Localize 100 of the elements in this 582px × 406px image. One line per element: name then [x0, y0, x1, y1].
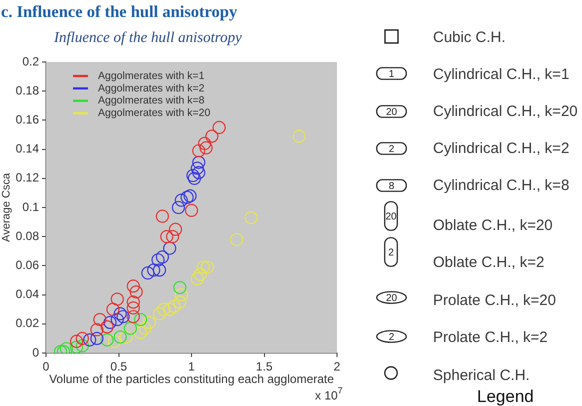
x-tick-label: 0 — [42, 360, 50, 374]
x-tick-label: 0.5 — [110, 360, 128, 374]
point — [190, 162, 204, 175]
y-tick-label: 0.1 — [22, 200, 40, 214]
point — [183, 189, 197, 202]
point — [173, 296, 186, 309]
text: Oblate C.H., k=2 — [433, 254, 544, 272]
point — [163, 302, 176, 316]
point — [126, 301, 140, 314]
point — [141, 266, 154, 280]
point — [108, 334, 121, 348]
y-axis-title: Average Csca — [0, 172, 13, 242]
point — [184, 204, 198, 217]
point — [76, 339, 89, 352]
point — [198, 136, 212, 150]
y-tick-label: 0.12 — [16, 170, 40, 185]
point — [205, 130, 218, 143]
point — [130, 285, 143, 298]
point — [114, 330, 127, 344]
point — [168, 222, 182, 236]
point — [103, 316, 117, 329]
point — [93, 312, 106, 326]
text: Cylindrical C.H., k=2 — [433, 140, 570, 158]
point — [244, 211, 258, 224]
upright-capsule-icon: 2 — [384, 237, 398, 267]
point — [157, 302, 170, 316]
point — [100, 320, 114, 334]
point — [110, 292, 124, 306]
legend-label: Aggolmerates with k=20 — [98, 107, 211, 120]
chart-title: c. Influence of the hull anisotropy — [1, 2, 238, 22]
point — [196, 260, 210, 274]
point — [100, 333, 114, 346]
point — [192, 156, 206, 169]
point — [163, 242, 176, 255]
point — [60, 342, 73, 353]
point — [147, 264, 160, 277]
point — [76, 332, 89, 345]
point — [174, 194, 188, 207]
y-tick-label: 0 — [32, 345, 40, 360]
y-tick-label: 0.04 — [16, 287, 40, 302]
legend-label: Aggolmerates with k=1 — [98, 70, 205, 82]
point — [151, 253, 165, 266]
point — [172, 200, 185, 214]
legend-label: Aggolmerates with k=8 — [98, 94, 205, 107]
point — [116, 310, 130, 324]
point — [192, 166, 206, 180]
ellipse-icon: 20 — [376, 290, 406, 304]
point — [160, 230, 174, 244]
capsule-icon: 2 — [376, 142, 406, 154]
point — [138, 322, 152, 335]
capsule-icon: 20 — [376, 104, 406, 118]
point — [124, 322, 137, 335]
capsule-icon: 8 — [376, 178, 406, 192]
point — [173, 280, 186, 294]
point — [200, 260, 214, 274]
point — [126, 296, 140, 309]
text: Prolate C.H., k=2 — [433, 329, 548, 347]
y-tick-label: 0.18 — [16, 83, 40, 98]
capsule-icon: 1 — [376, 66, 406, 80]
point — [152, 307, 166, 320]
text: Oblate C.H., k=20 — [433, 217, 553, 235]
point — [212, 120, 226, 134]
upright-capsule-icon: 20 — [384, 201, 398, 231]
legend-label: Aggolmerates with k=2 — [98, 82, 205, 94]
text: Cylindrical C.H., k=8 — [433, 177, 570, 195]
text: Cylindrical C.H., k=20 — [433, 103, 578, 121]
point — [106, 302, 120, 316]
point — [110, 312, 124, 326]
point — [70, 340, 84, 353]
point — [188, 172, 201, 185]
point — [230, 232, 244, 246]
text: Spherical C.H. — [433, 367, 530, 385]
x-axis-title: Volume of the particles constituting each agglomerate — [49, 372, 334, 386]
point — [134, 326, 148, 340]
point — [134, 312, 148, 326]
point — [90, 332, 104, 345]
point — [156, 250, 169, 264]
chart-subtitle: Influence of the hull anisotropy — [54, 30, 242, 47]
point — [119, 330, 133, 344]
point — [200, 141, 213, 154]
point — [126, 310, 140, 324]
point — [142, 316, 156, 329]
point — [90, 323, 104, 336]
y-tick-label: 0.06 — [16, 258, 40, 272]
point — [126, 280, 140, 293]
point — [114, 307, 127, 320]
text: Cubic C.H. — [433, 29, 506, 47]
point — [174, 288, 188, 302]
y-tick-label: 0.14 — [16, 142, 40, 156]
point — [180, 190, 194, 204]
x-tick-label: 1 — [188, 360, 196, 374]
y-tick-label: 0.02 — [16, 316, 40, 330]
point — [190, 272, 204, 286]
text: Prolate C.H., k=20 — [433, 292, 556, 310]
x-tick-label: 1.5 — [256, 360, 273, 374]
text: Cylindrical C.H., k=1 — [433, 66, 570, 84]
point — [70, 334, 84, 348]
point — [166, 230, 180, 244]
point — [83, 333, 96, 346]
point — [292, 130, 306, 143]
